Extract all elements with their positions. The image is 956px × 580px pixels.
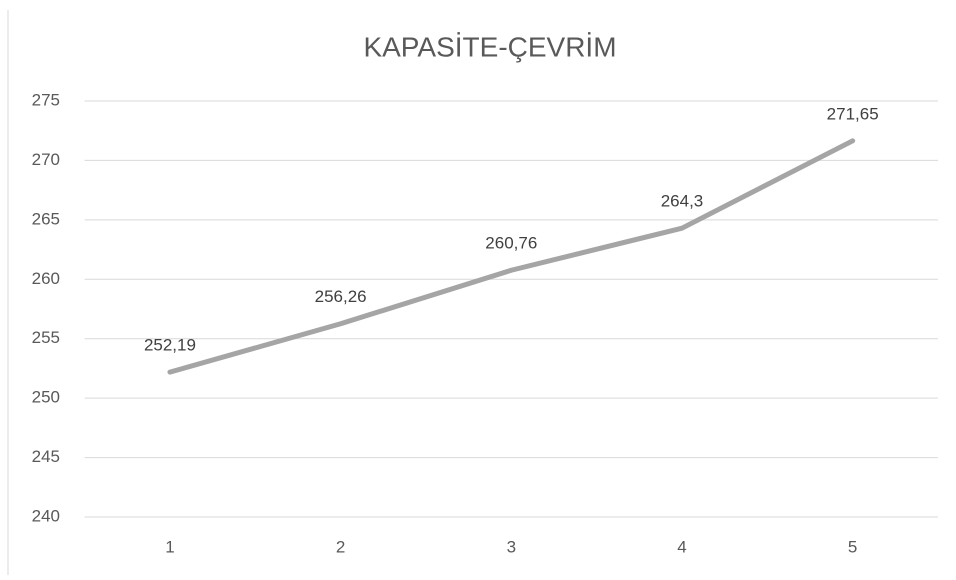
data-label: 264,3	[661, 192, 704, 211]
data-label: 271,65	[827, 104, 879, 123]
y-tick-label: 270	[32, 150, 60, 169]
y-tick-label: 240	[32, 506, 60, 525]
y-tick-label: 260	[32, 269, 60, 288]
data-line	[167, 138, 856, 375]
x-tick-label: 3	[507, 537, 516, 556]
y-tick-label: 255	[32, 328, 60, 347]
x-tick-label: 4	[677, 537, 686, 556]
data-label: 256,26	[315, 287, 367, 306]
chart-title: KAPASİTE-ÇEVRİM	[363, 31, 616, 62]
x-tick-label: 2	[336, 537, 345, 556]
data-label: 252,19	[144, 336, 196, 355]
data-label: 260,76	[485, 234, 537, 253]
y-tick-label: 245	[32, 447, 60, 466]
y-tick-label: 250	[32, 388, 60, 407]
x-tick-label: 5	[848, 537, 857, 556]
y-tick-label: 275	[32, 90, 60, 109]
y-tick-label: 265	[32, 209, 60, 228]
x-tick-label: 1	[165, 537, 174, 556]
